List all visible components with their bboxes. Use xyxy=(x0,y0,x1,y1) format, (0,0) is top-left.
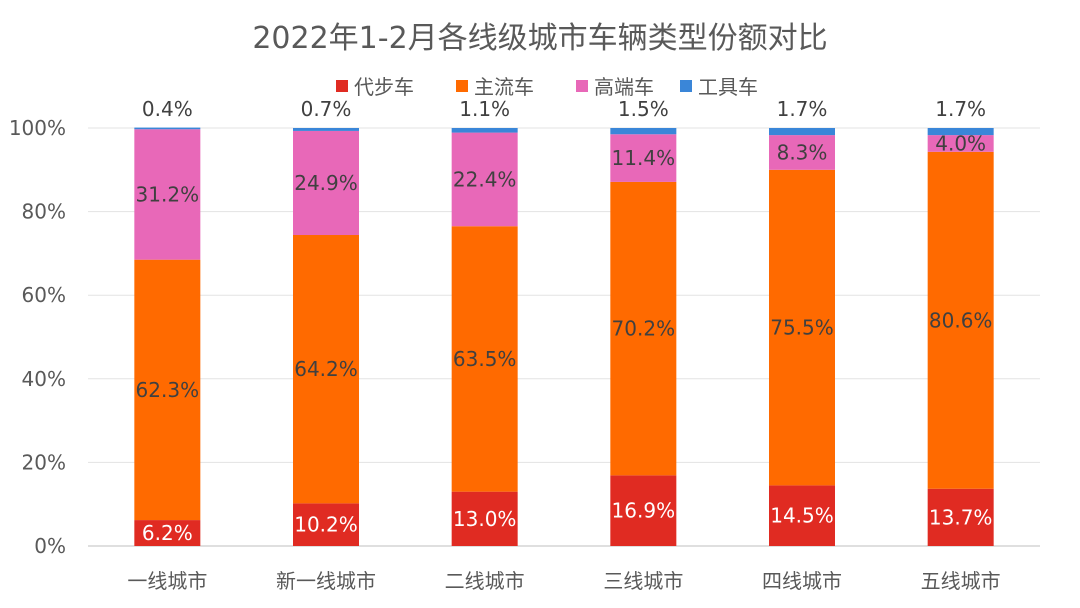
y-tick-label-3: 40% xyxy=(22,367,66,391)
data-label-5-2: 75.5% xyxy=(770,316,834,340)
bar-4-4 xyxy=(610,128,677,135)
data-label-3-1: 13.0% xyxy=(453,507,517,531)
data-label-4-1: 16.9% xyxy=(612,499,676,523)
data-label-5-3: 8.3% xyxy=(777,140,828,164)
data-label-3-4: 1.1% xyxy=(459,97,510,121)
data-label-1-4: 0.4% xyxy=(142,97,193,121)
data-label-3-2: 63.5% xyxy=(453,347,517,371)
bar-1-1 xyxy=(134,520,201,546)
bar-5-2 xyxy=(769,169,835,486)
y-tick-label-5: 80% xyxy=(22,200,66,224)
bar-5-3 xyxy=(769,135,835,170)
legend-label-2: 主流车 xyxy=(474,75,534,99)
gridlines xyxy=(88,127,1040,547)
x-category-label-1: 一线城市 xyxy=(127,569,207,593)
x-category-label-2: 新一线城市 xyxy=(276,569,376,593)
data-label-2-3: 24.9% xyxy=(294,171,358,195)
data-label-2-2: 64.2% xyxy=(294,357,358,381)
bar-3-4 xyxy=(451,128,518,133)
data-labels: 6.2% 62.3% 31.2% 0.4% 10.2% 64.2% 24.9% 0.7% 13.… xyxy=(136,97,993,545)
bar-6-1 xyxy=(927,488,994,546)
data-label-2-4: 0.7% xyxy=(301,97,352,121)
y-tick-label-2: 20% xyxy=(22,450,66,474)
data-label-3-3: 22.4% xyxy=(453,167,517,191)
bar-6-2 xyxy=(927,151,994,489)
bar-2-3 xyxy=(293,130,359,236)
data-label-5-4: 1.7% xyxy=(777,97,828,121)
bar-5-4 xyxy=(769,128,835,136)
bar-2-2 xyxy=(293,235,359,504)
data-label-1-1: 6.2% xyxy=(142,521,193,545)
x-axis: 一线城市 新一线城市 二线城市 三线城市 四线城市 五线城市 xyxy=(127,569,1000,593)
bar-4-1 xyxy=(610,475,677,546)
y-axis: 0% 20% 40% 60% 80% 100% xyxy=(9,116,66,558)
x-category-label-6: 五线城市 xyxy=(921,569,1001,593)
bar-3-1 xyxy=(451,491,518,546)
bar-1-4 xyxy=(134,127,201,130)
bar-4-3 xyxy=(610,134,677,182)
bars xyxy=(134,127,994,546)
data-label-1-2: 62.3% xyxy=(136,378,200,402)
data-label-6-2: 80.6% xyxy=(929,308,993,332)
bar-2-4 xyxy=(293,128,359,131)
data-label-2-1: 10.2% xyxy=(294,513,358,537)
data-label-4-3: 11.4% xyxy=(612,146,676,170)
y-tick-label-4: 60% xyxy=(22,283,66,307)
bar-3-3 xyxy=(451,132,518,227)
bar-1-3 xyxy=(134,129,201,260)
bar-1-2 xyxy=(134,259,201,521)
y-tick-label-1: 0% xyxy=(34,534,66,558)
data-label-6-4: 1.7% xyxy=(935,97,986,121)
data-label-1-3: 31.2% xyxy=(136,182,200,206)
legend-label-1: 代步车 xyxy=(354,75,414,99)
legend-swatch-3 xyxy=(576,80,588,92)
x-category-label-5: 四线城市 xyxy=(762,569,842,593)
bar-2-1 xyxy=(293,503,359,546)
x-category-label-3: 二线城市 xyxy=(445,569,525,593)
legend-swatch-4 xyxy=(680,80,692,92)
data-label-4-4: 1.5% xyxy=(618,97,669,121)
bar-5-1 xyxy=(769,485,835,546)
legend: 代步车 主流车 高端车 工具车 xyxy=(336,75,758,99)
bar-6-4 xyxy=(927,128,994,136)
legend-label-3: 高端车 xyxy=(594,75,654,99)
data-label-4-2: 70.2% xyxy=(612,317,676,341)
bar-6-3 xyxy=(927,135,994,152)
bar-4-2 xyxy=(610,181,677,476)
chart-title: 2022年1-2月各线级城市车辆类型份额对比 xyxy=(252,21,827,56)
data-label-6-3: 4.0% xyxy=(935,131,986,155)
bar-3-2 xyxy=(451,226,518,492)
legend-label-4: 工具车 xyxy=(698,75,758,99)
data-label-6-1: 13.7% xyxy=(929,505,993,529)
legend-swatch-1 xyxy=(336,80,348,92)
data-label-5-1: 14.5% xyxy=(770,504,834,528)
x-category-label-4: 三线城市 xyxy=(603,569,683,593)
y-tick-label-6: 100% xyxy=(9,116,66,140)
legend-swatch-2 xyxy=(456,80,468,92)
